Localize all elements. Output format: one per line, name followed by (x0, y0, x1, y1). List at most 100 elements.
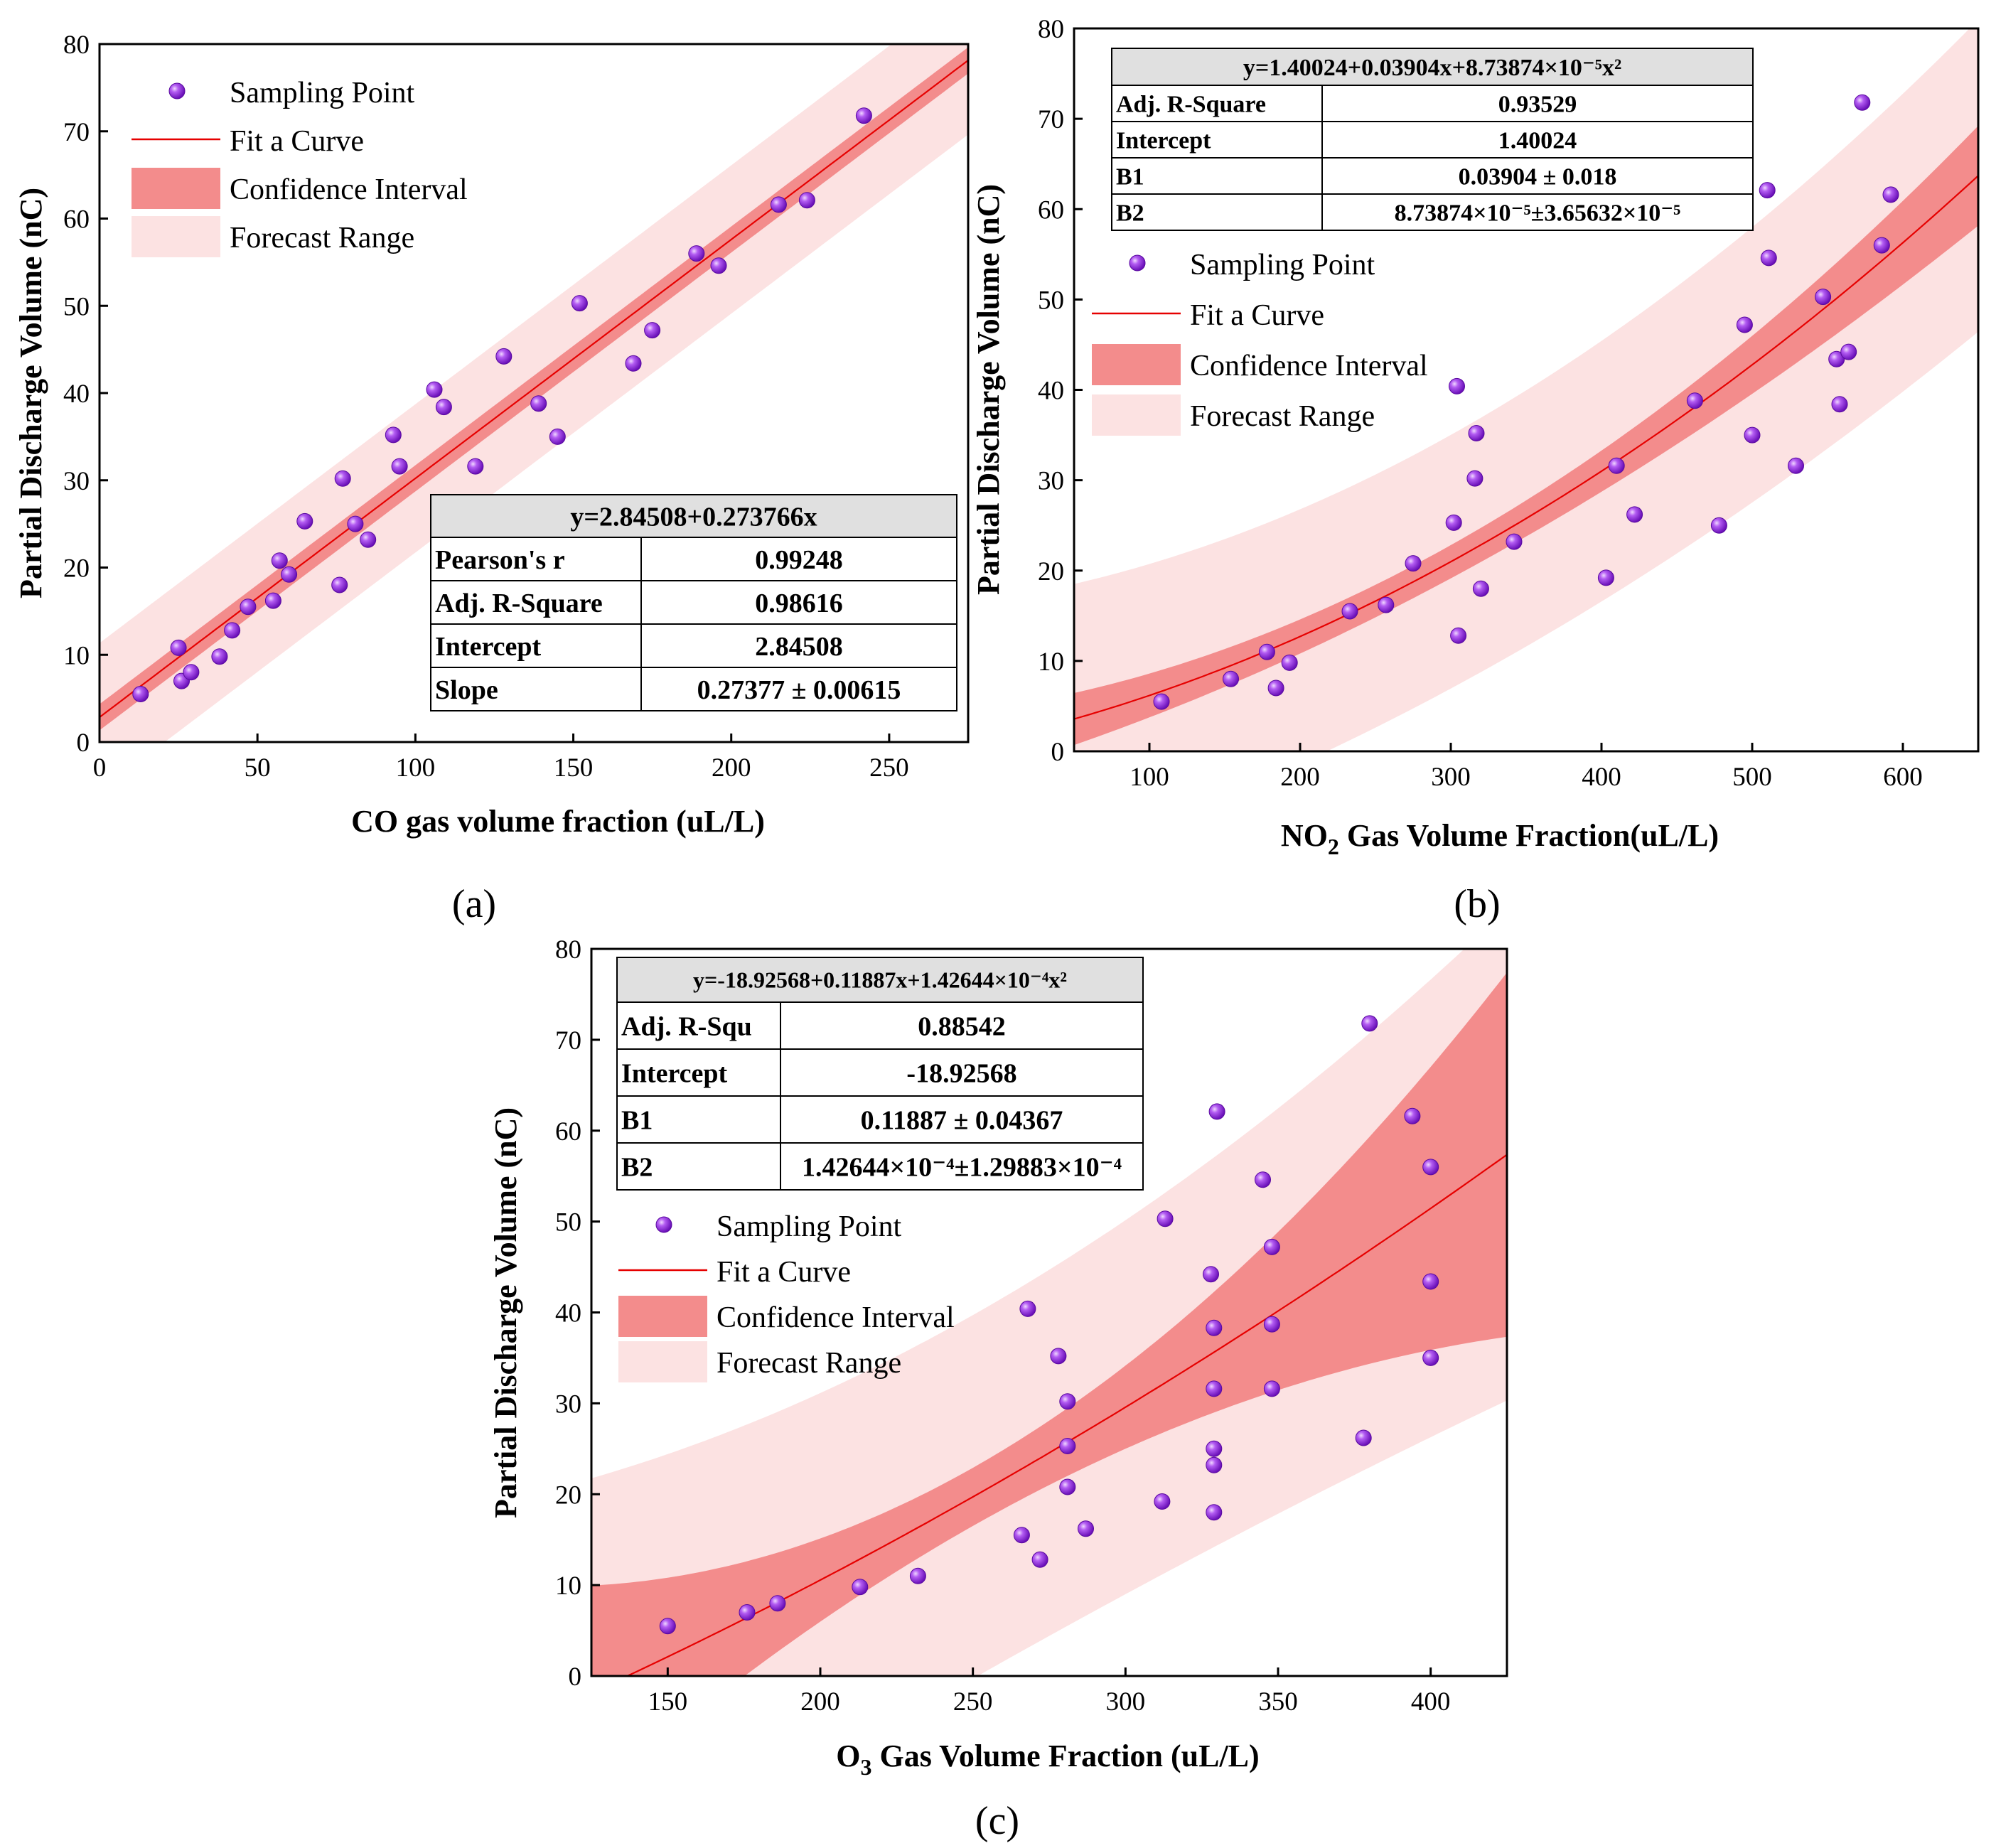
x-axis-title-rest: Gas Volume Fraction(uL/L) (1339, 818, 1719, 853)
x-tick-label: 50 (245, 753, 271, 783)
sampling-point (1203, 1266, 1219, 1283)
y-axis-title: Partial Discharge Volume (nC) (488, 1107, 523, 1518)
sampling-point (334, 470, 351, 487)
sampling-point (1263, 1238, 1280, 1255)
sampling-point (1788, 457, 1804, 474)
stats-table-border (1111, 48, 1754, 231)
legend-label: Sampling Point (230, 77, 415, 109)
sampling-point (495, 348, 513, 365)
x-tick-label: 200 (800, 1687, 840, 1717)
x-axis-title-prefix: NO (1281, 818, 1328, 853)
sampling-point (1450, 627, 1467, 644)
y-tick-label: 70 (1038, 105, 1064, 134)
sampling-point (644, 322, 661, 339)
stats-table-row-value: 0.93529 (1498, 91, 1577, 117)
sampling-point (1031, 1551, 1048, 1568)
legend: Sampling Point Fit a Curve Confidence Inte… (1092, 249, 1428, 436)
legend-label: Forecast Range (230, 222, 414, 254)
stats-table-row-value: 0.88542 (918, 1011, 1006, 1041)
sampling-point (1828, 350, 1845, 367)
sampling-point (391, 458, 408, 475)
sampling-point (1263, 1380, 1280, 1397)
plot-area-c (591, 949, 1507, 1676)
sampling-point (1468, 425, 1485, 441)
x-tick-label: 500 (1732, 763, 1772, 792)
stats-table-header-cell (431, 495, 957, 537)
legend: Sampling Point Fit a Curve Confidence Inte… (618, 1210, 955, 1382)
sampling-point (224, 622, 241, 639)
sampling-point (769, 1595, 786, 1612)
sampling-point (571, 295, 588, 312)
fit-curve-line (1074, 175, 1978, 720)
sampling-point (1840, 343, 1857, 360)
x-tick-label: 250 (869, 753, 909, 783)
stats-table-row-label: Adj. R-Square (435, 589, 603, 618)
legend-swatch-confidence-interval (618, 1296, 707, 1337)
sampling-point (739, 1604, 756, 1621)
sampling-point (1059, 1438, 1076, 1454)
sampling-point (240, 598, 257, 616)
sampling-point (426, 381, 443, 398)
sampling-point (1760, 249, 1777, 267)
x-tick-label: 350 (1258, 1687, 1298, 1717)
sampling-point (360, 531, 377, 548)
sampling-point (1050, 1348, 1067, 1365)
sampling-point (1059, 1478, 1076, 1495)
y-tick-label: 0 (77, 729, 90, 758)
panel-label: (a) (452, 882, 496, 926)
sampling-point (1263, 1316, 1280, 1333)
sampling-point (1206, 1440, 1223, 1457)
sampling-point (331, 576, 348, 593)
sampling-point (435, 399, 452, 416)
stats-table-row-value: 0.03904 ± 0.018 (1459, 163, 1617, 190)
sampling-point (1815, 289, 1832, 306)
stats-table: y=1.40024+0.03904x+8.73874×10⁻⁵x² Adj. R-… (1111, 48, 1754, 231)
stats-table-border (430, 494, 957, 711)
y-tick-label: 50 (1038, 286, 1064, 315)
sampling-point (1206, 1456, 1223, 1473)
stats-table-row-value: 1.42644×10⁻⁴±1.29883×10⁻⁴ (802, 1152, 1122, 1182)
y-tick-label: 40 (555, 1299, 581, 1328)
legend-label: Forecast Range (717, 1347, 901, 1380)
x-tick-label: 300 (1106, 1687, 1146, 1717)
y-axis-title: Partial Discharge Volume (nC) (971, 184, 1006, 595)
y-tick-label: 80 (63, 31, 90, 60)
confidence-interval-band (1074, 126, 1978, 746)
legend-label: Confidence Interval (230, 173, 468, 206)
sampling-point (855, 107, 872, 124)
sampling-point (1597, 569, 1614, 586)
sampling-point (1206, 1319, 1223, 1336)
sampling-point (909, 1567, 926, 1584)
sampling-point (1361, 1015, 1378, 1032)
sampling-point (1154, 1493, 1171, 1510)
y-axis-title: Partial Discharge Volume (nC) (14, 188, 48, 598)
y-tick-label: 70 (555, 1026, 581, 1055)
x-axis-title-prefix: O (836, 1739, 860, 1773)
forecast-range-band (1074, 28, 1978, 751)
sampling-point (1608, 457, 1625, 474)
y-tick-label: 0 (1051, 738, 1065, 767)
sampling-point (1466, 470, 1483, 487)
y-tick-label: 10 (555, 1572, 581, 1601)
sampling-point (1882, 186, 1899, 203)
y-tick-label: 20 (555, 1481, 581, 1510)
legend-label: Confidence Interval (1190, 350, 1428, 382)
x-axis-title-rest: Gas Volume Fraction (uL/L) (872, 1739, 1260, 1773)
sampling-point (688, 245, 705, 262)
sampling-point (1378, 596, 1395, 613)
stats-table-row-value: -18.92568 (906, 1058, 1016, 1088)
legend-label: Sampling Point (1190, 249, 1375, 281)
sampling-point (1258, 643, 1275, 660)
stats-table-row-label: Pearson's r (435, 545, 565, 575)
y-tick-label: 10 (63, 641, 90, 670)
sampling-point (1472, 580, 1489, 597)
stats-table-row-value: 0.27377 ± 0.00615 (697, 675, 901, 705)
legend-label: Fit a Curve (717, 1256, 851, 1289)
stats-table-row-value: 0.98616 (755, 589, 843, 618)
legend-swatch-forecast-range (132, 216, 220, 257)
y-tick-label: 80 (1038, 15, 1064, 44)
sampling-point (1405, 555, 1422, 572)
y-tick-label: 40 (1038, 377, 1064, 406)
y-tick-label: 80 (555, 935, 581, 965)
